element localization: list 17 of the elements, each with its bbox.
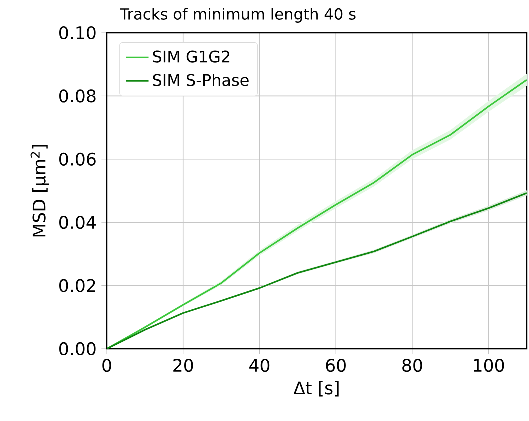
y-axis-title: MSD [µm$^{2}$] [30,145,50,237]
y-tick-label: 0.02 [60,279,96,292]
x-tick-label: 20 [174,359,194,372]
y-tick-label: 0.10 [60,26,96,40]
x-tick-label: 40 [250,359,270,372]
x-tick-label: 60 [326,359,346,372]
chart-title: Tracks of minimum length 40 s [120,8,356,23]
x-tick-label: 0 [102,359,112,372]
y-tick-label: 0.00 [60,342,96,356]
x-tick-label: 100 [474,359,504,372]
y-tick-label: 0.08 [60,90,96,103]
legend-label: SIM G1G2 [153,50,230,63]
x-tick-label: 80 [402,359,422,372]
y-tick-label: 0.04 [60,216,96,230]
legend-label: SIM S-Phase [153,74,249,86]
y-tick-label: 0.06 [60,152,96,166]
x-axis-title: Δt [s] [294,381,339,397]
